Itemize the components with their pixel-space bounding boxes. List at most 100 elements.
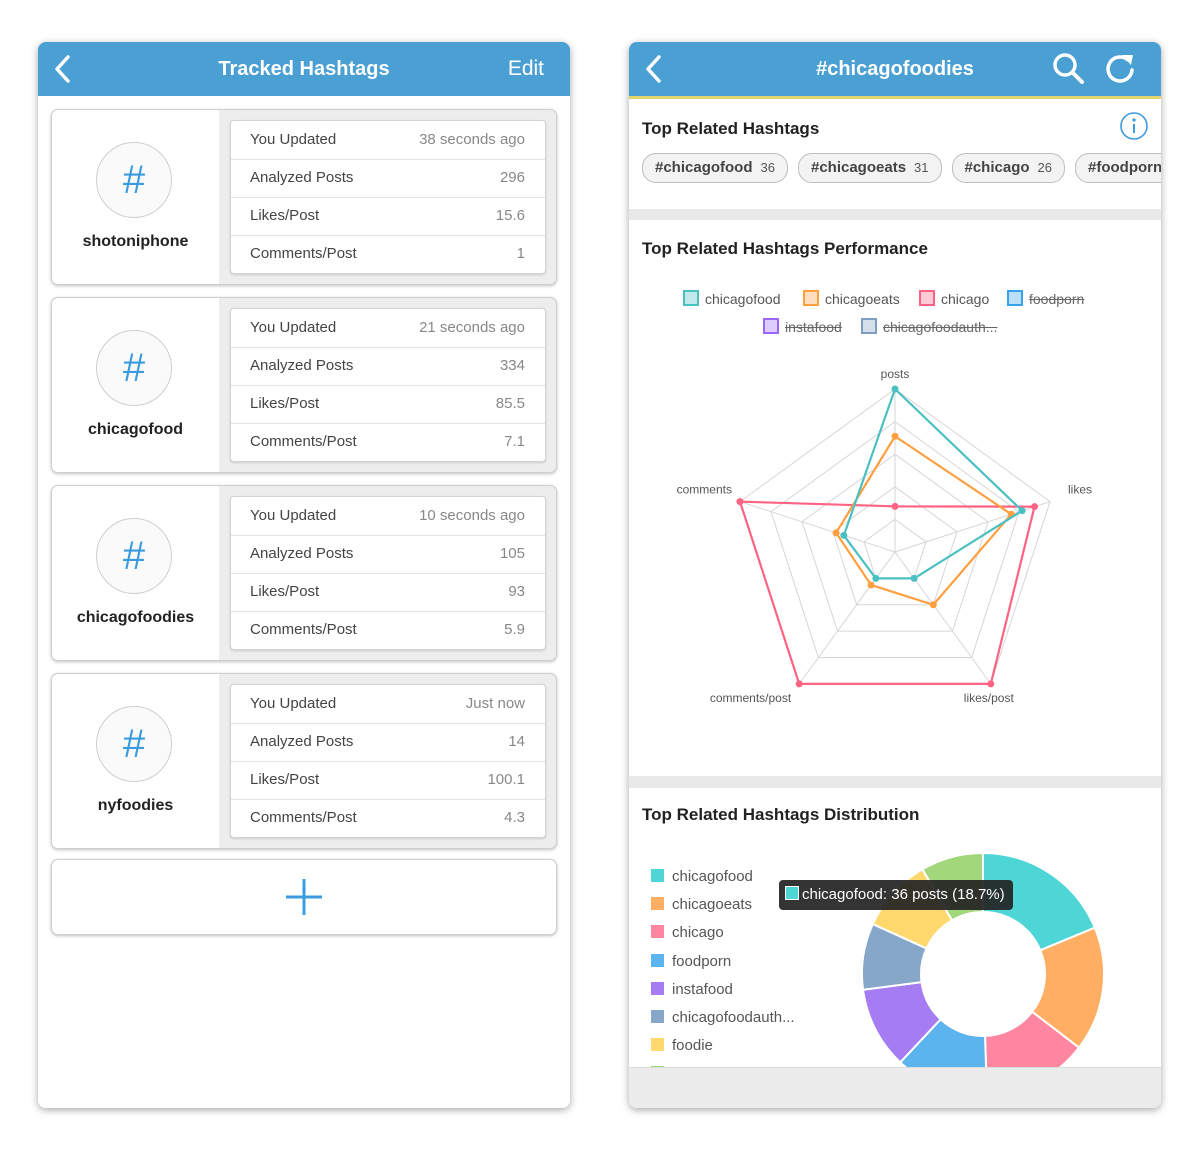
data-point[interactable]: [891, 432, 899, 440]
legend-item[interactable]: chicagoeats: [803, 290, 900, 307]
hashtag-name: nyfoodies: [97, 797, 174, 814]
legend-label: instafood: [672, 980, 733, 998]
legend-item[interactable]: instafood: [763, 318, 842, 335]
chip-count: 31: [914, 160, 929, 175]
legend-swatch: [651, 869, 664, 882]
hashtag-chip[interactable]: #foodporn: [1075, 153, 1161, 183]
stat-row: Likes/Post 15.6: [231, 197, 545, 236]
data-point[interactable]: [795, 680, 803, 688]
stat-label: Likes/Post: [250, 207, 320, 224]
info-icon[interactable]: [1119, 111, 1149, 141]
stat-row: Likes/Post 85.5: [231, 385, 545, 424]
stat-value: 21 seconds ago: [419, 319, 525, 336]
plus-icon: [286, 879, 322, 915]
distribution-panel: Top Related Hashtags Distribution chicag…: [629, 788, 1161, 1108]
data-point[interactable]: [929, 601, 937, 609]
legend-item[interactable]: chicagofood: [651, 868, 753, 885]
legend-label: chicagofood: [672, 868, 753, 885]
legend-item[interactable]: chicagofoodauth...: [861, 318, 997, 335]
stat-label: You Updated: [250, 695, 337, 712]
hashtag-chip[interactable]: #chicagoeats 31: [797, 153, 942, 183]
related-hashtags-panel: Top Related Hashtags #chicagofood 36 #chic…: [629, 99, 1161, 209]
data-point[interactable]: [867, 581, 875, 589]
data-point[interactable]: [1018, 507, 1026, 515]
search-icon[interactable]: [1051, 51, 1085, 85]
stat-row: Analyzed Posts 14: [231, 723, 545, 762]
legend-item[interactable]: chicago: [651, 924, 724, 941]
legend-label: chicago: [941, 291, 990, 307]
stat-label: Analyzed Posts: [250, 545, 354, 562]
hashtag-card[interactable]: # chicagofood You Updated 21 seconds ago…: [51, 297, 557, 473]
stat-row: Analyzed Posts 334: [231, 347, 545, 386]
axis-label: likes/post: [964, 691, 1015, 705]
stat-value: 105: [499, 545, 525, 562]
hashtag-icon: #: [96, 706, 172, 782]
legend-swatch: [651, 981, 664, 995]
stat-value: 38 seconds ago: [419, 131, 525, 148]
hashtag-card[interactable]: # shotoniphone You Updated 38 seconds ag…: [51, 109, 557, 285]
stat-value: 10 seconds ago: [419, 507, 525, 524]
data-point[interactable]: [891, 502, 899, 510]
legend-label: chicagofoodauth...: [883, 319, 998, 335]
stat-value: 296: [499, 169, 525, 186]
stat-label: Comments/Post: [250, 621, 357, 638]
legend-swatch: [1007, 290, 1023, 306]
data-point[interactable]: [891, 385, 899, 393]
data-point[interactable]: [832, 529, 840, 537]
edit-button[interactable]: Edit: [507, 57, 544, 80]
legend-item[interactable]: instafood: [651, 981, 733, 998]
radar-series-chicagofood: [840, 385, 1026, 582]
legend-swatch: [651, 925, 664, 939]
legend-label: chicagofoodauth...: [672, 1009, 795, 1026]
legend-item[interactable]: chicagofoodauth...: [651, 1009, 795, 1026]
legend-swatch: [651, 1038, 664, 1052]
add-hashtag-button[interactable]: [51, 859, 557, 935]
hashtag-identity: # chicagofood: [52, 298, 219, 472]
stat-value: 7.1: [504, 433, 525, 450]
data-point[interactable]: [987, 680, 995, 688]
legend-item[interactable]: foodie: [651, 1037, 713, 1054]
hashtag-chip[interactable]: #chicago 26: [951, 153, 1065, 183]
bottom-bar: [629, 1067, 1161, 1108]
stat-value: 15.6: [495, 207, 525, 224]
stat-label: Analyzed Posts: [250, 357, 354, 374]
axis-label: comments/post: [710, 691, 792, 705]
back-chevron-icon[interactable]: [643, 54, 665, 84]
legend-label: chicagoeats: [825, 291, 900, 307]
legend-item[interactable]: foodporn: [1007, 290, 1084, 307]
refresh-icon[interactable]: [1103, 52, 1137, 86]
stat-label: Comments/Post: [250, 245, 357, 262]
data-point[interactable]: [1031, 503, 1039, 511]
legend-item[interactable]: foodporn: [651, 953, 731, 970]
hashtag-card[interactable]: # nyfoodies You Updated Just now Analyze…: [51, 673, 557, 849]
chip-tag: #chicagoeats: [810, 159, 907, 176]
legend-item[interactable]: chicago: [919, 290, 989, 307]
hashtag-name: chicagofoodies: [76, 609, 195, 626]
legend-swatch: [651, 897, 664, 911]
data-point[interactable]: [872, 574, 880, 582]
stat-label: Comments/Post: [250, 433, 357, 450]
hashtag-chip[interactable]: #chicagofood 36: [642, 153, 788, 183]
stat-row: Comments/Post 1: [231, 235, 545, 273]
stat-row: Comments/Post 7.1: [231, 423, 545, 461]
legend-item[interactable]: chicagoeats: [651, 896, 752, 913]
hashtag-identity: # nyfoodies: [52, 674, 219, 848]
stat-value: 85.5: [495, 395, 525, 412]
legend-label: chicagoeats: [672, 896, 753, 914]
divider: [629, 96, 1161, 99]
legend-label: foodporn: [1029, 291, 1085, 307]
data-point[interactable]: [840, 531, 848, 539]
hashtag-name: chicagofood: [87, 421, 184, 438]
series-line: [834, 434, 1013, 607]
data-point[interactable]: [736, 498, 744, 506]
back-chevron-icon[interactable]: [52, 54, 74, 84]
legend-label: chicagofood: [705, 291, 781, 307]
nav-bar: #chicagofoodies: [629, 42, 1161, 96]
data-point[interactable]: [910, 574, 918, 582]
stat-value: 1: [516, 245, 525, 262]
hashtag-stats: You Updated 38 seconds ago Analyzed Post…: [230, 120, 546, 274]
legend-item[interactable]: chicagofood: [683, 290, 781, 307]
chip-tag: #chicago: [964, 159, 1030, 176]
hashtag-card[interactable]: # chicagofoodies You Updated 10 seconds …: [51, 485, 557, 661]
stat-row: You Updated 21 seconds ago: [231, 309, 545, 348]
